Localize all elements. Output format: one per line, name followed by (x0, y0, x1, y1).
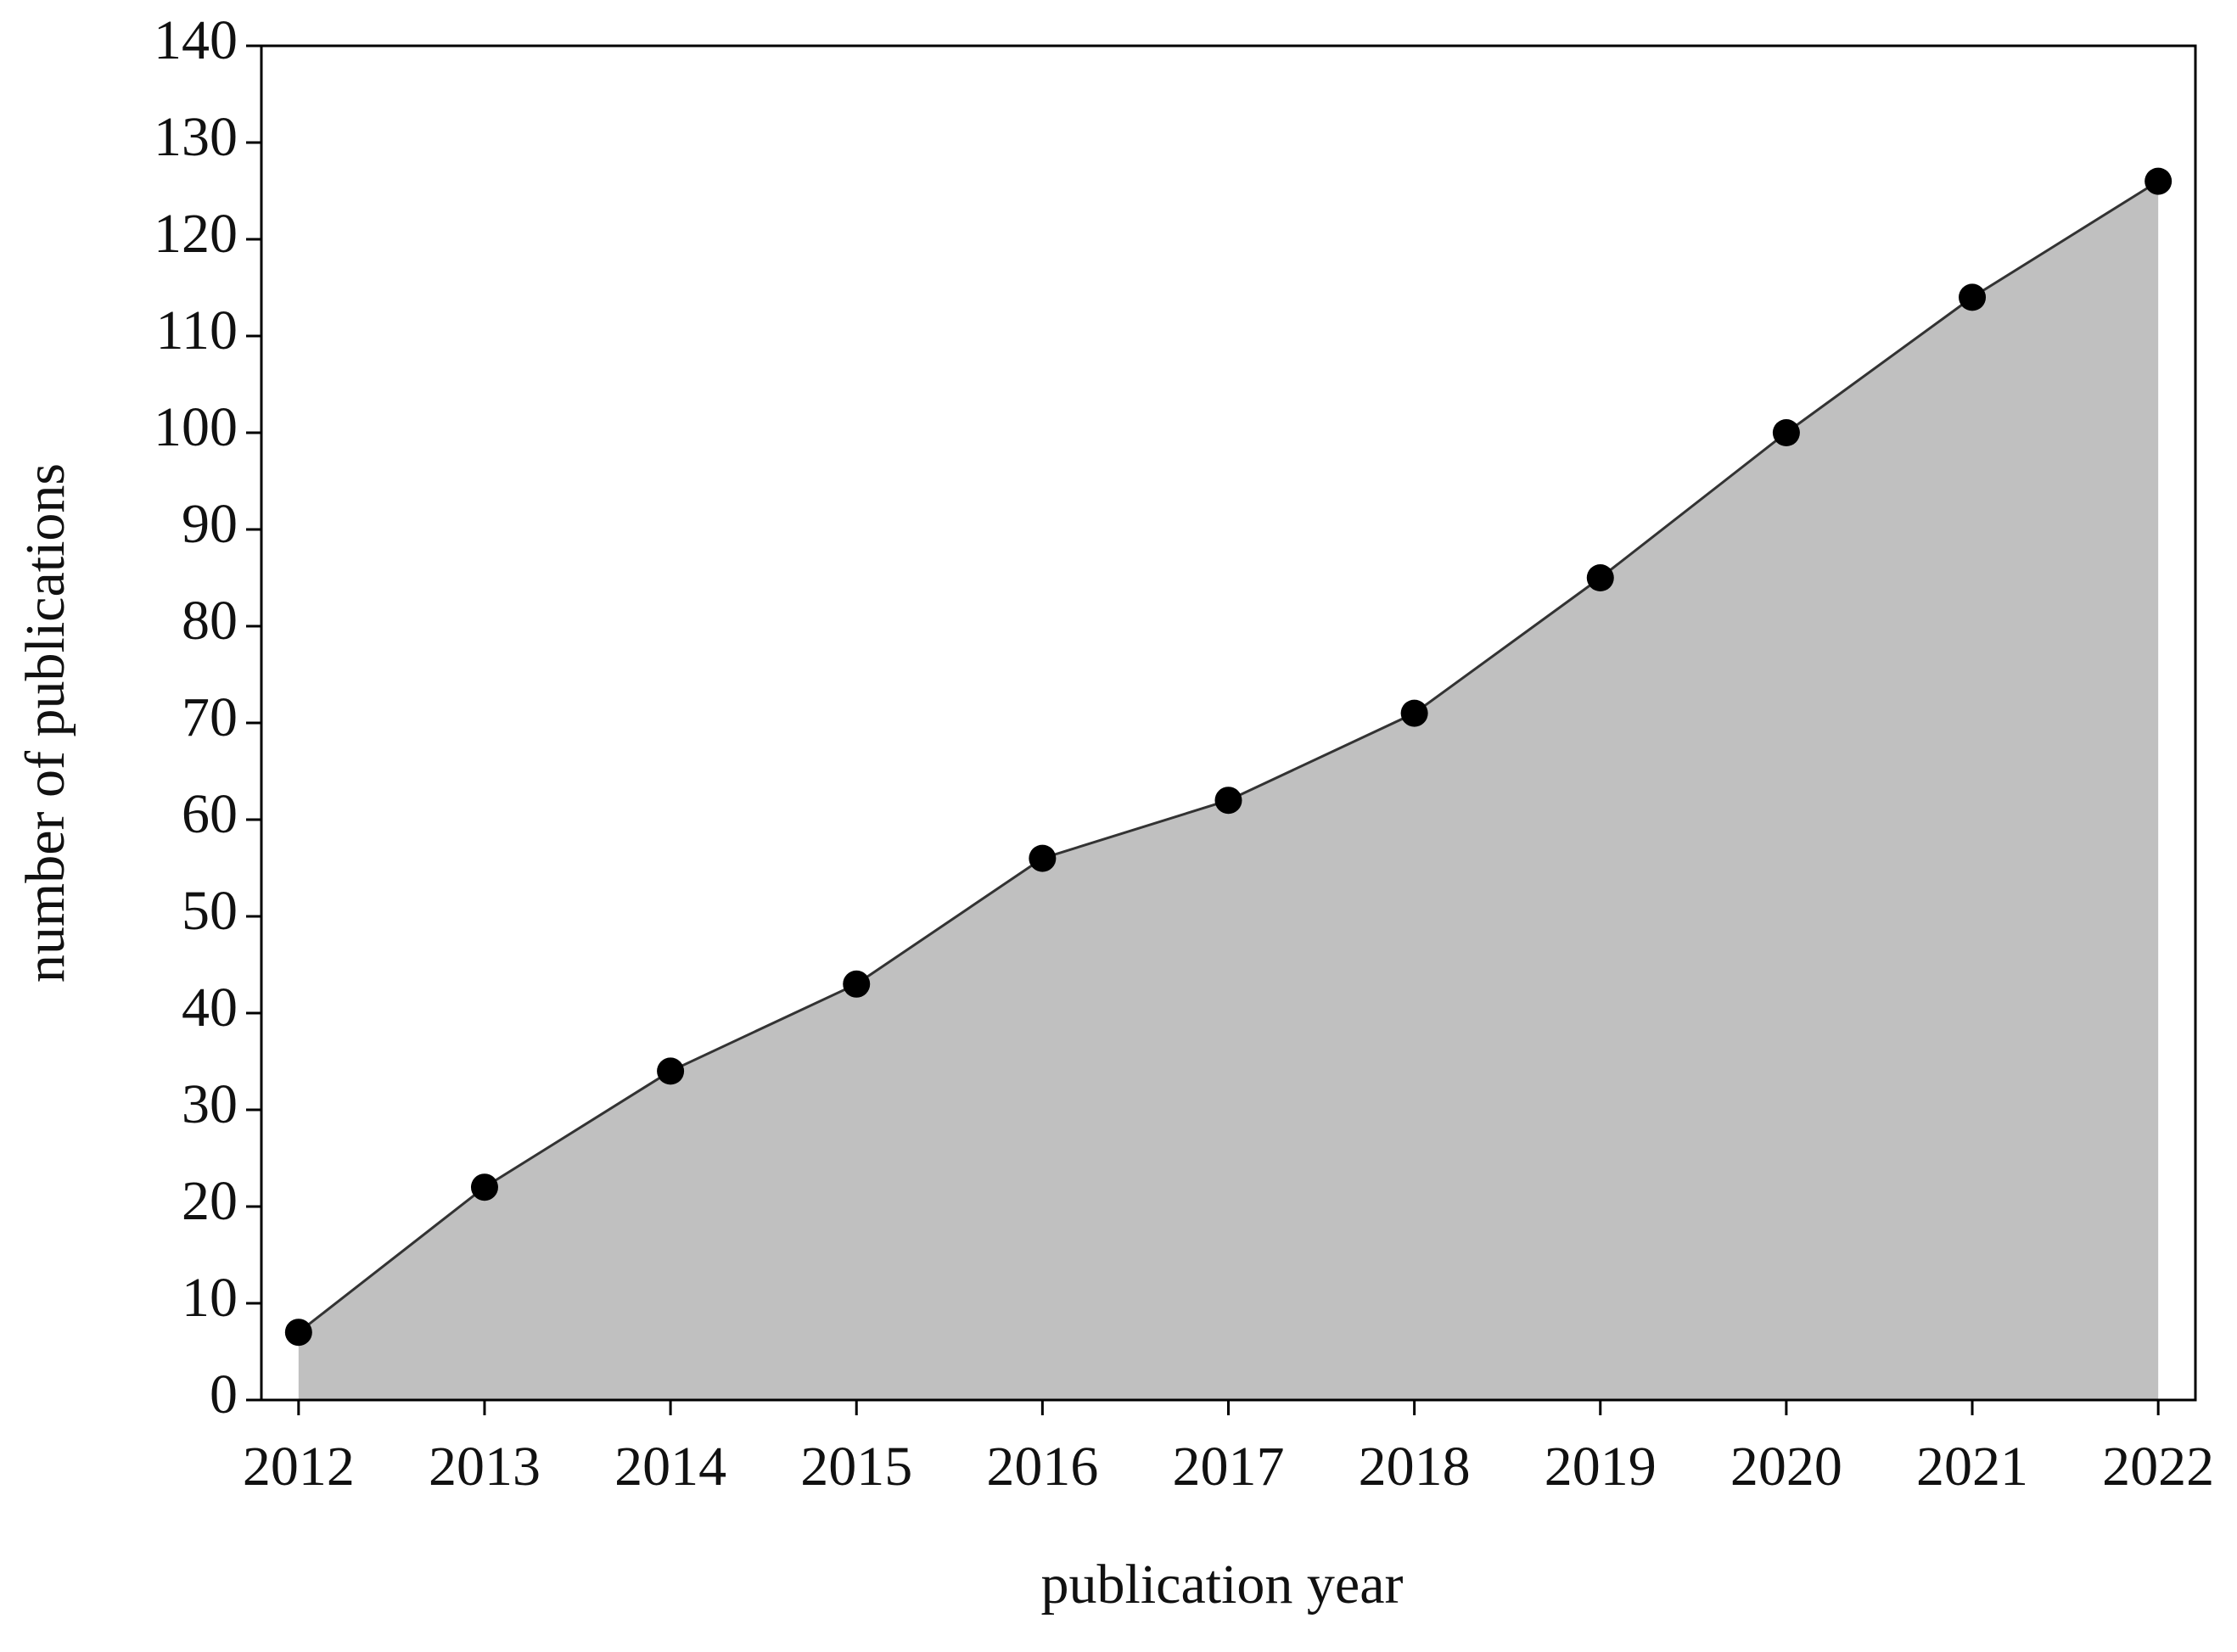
y-tick-label: 130 (154, 106, 238, 168)
x-tick-label: 2017 (1173, 1436, 1285, 1498)
x-tick-label: 2022 (2102, 1436, 2214, 1498)
y-tick-label: 70 (182, 686, 238, 748)
area (298, 181, 2159, 1401)
x-tick-label: 2018 (1359, 1436, 1471, 1498)
x-tick-label: 2012 (243, 1436, 355, 1498)
marker (843, 970, 871, 998)
y-tick-label: 40 (182, 977, 238, 1039)
marker (470, 1173, 498, 1201)
x-axis-label: publication year (1040, 1554, 1403, 1616)
x-tick-label: 2021 (1916, 1436, 2028, 1498)
marker (1586, 564, 1614, 591)
marker (2144, 167, 2173, 195)
x-tick-label: 2020 (1730, 1436, 1842, 1498)
y-tick-label: 50 (182, 880, 238, 942)
y-tick-label: 60 (182, 783, 238, 845)
y-tick-label: 140 (154, 9, 238, 71)
x-tick-label: 2016 (986, 1436, 1098, 1498)
y-tick-label: 10 (182, 1267, 238, 1329)
marker (1400, 699, 1428, 727)
y-tick-label: 30 (182, 1073, 238, 1135)
y-tick-label: 0 (210, 1364, 238, 1425)
y-tick-label: 100 (154, 396, 238, 458)
marker (1214, 787, 1242, 815)
x-tick-label: 2013 (429, 1436, 541, 1498)
x-tick-label: 2014 (614, 1436, 726, 1498)
y-tick-label: 80 (182, 590, 238, 652)
y-tick-label: 110 (155, 300, 238, 361)
marker (284, 1319, 312, 1347)
marker (657, 1057, 685, 1085)
y-tick-label: 120 (154, 203, 238, 265)
x-tick-label: 2019 (1545, 1436, 1657, 1498)
y-tick-label: 90 (182, 493, 238, 555)
x-tick-label: 2015 (800, 1436, 912, 1498)
marker (1029, 844, 1057, 872)
y-tick-label: 20 (182, 1170, 238, 1232)
marker (1772, 419, 1800, 446)
marker (1959, 283, 1987, 311)
y-axis-label: number of publications (14, 463, 76, 983)
